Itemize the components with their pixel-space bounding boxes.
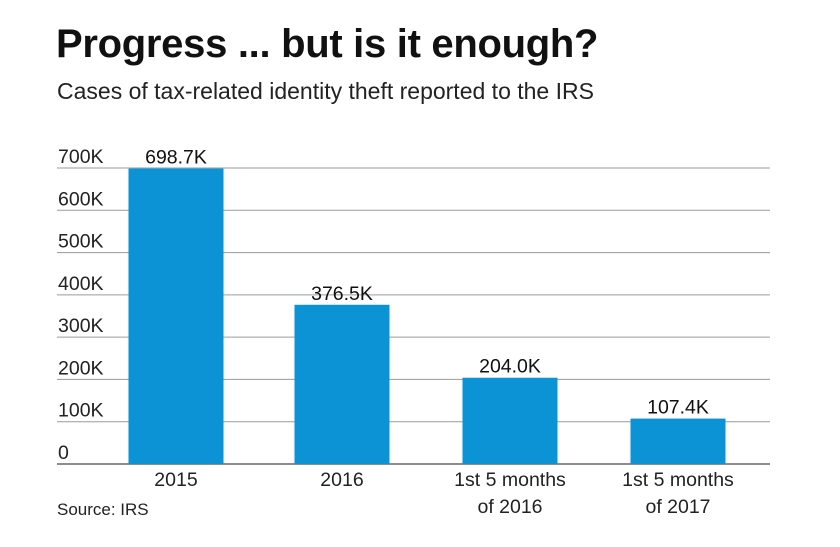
chart-title: Progress ... but is it enough? — [56, 22, 599, 66]
x-axis-categories: 2015 2016 1st 5 months of 2016 1st 5 months o… — [154, 469, 734, 518]
y-tick-label: 500K — [58, 231, 104, 253]
x-tick-label: of 2016 — [477, 496, 542, 518]
data-label: 107.4K — [647, 397, 709, 419]
x-tick-label: of 2017 — [645, 496, 710, 518]
x-tick-label: 1st 5 months — [454, 469, 566, 491]
bar — [294, 304, 390, 464]
y-tick-label: 200K — [58, 357, 104, 379]
x-tick-label: 2015 — [154, 469, 198, 491]
value-labels: 698.7K 376.5K 204.0K 107.4K — [145, 147, 709, 419]
y-tick-label: 600K — [58, 188, 104, 210]
y-tick-label: 300K — [58, 315, 104, 337]
y-tick-label: 700K — [58, 146, 104, 168]
bar — [462, 377, 558, 464]
bar — [128, 168, 224, 464]
source-note: Source: IRS — [57, 500, 149, 519]
y-tick-label: 100K — [58, 400, 104, 422]
y-tick-label: 0 — [58, 442, 69, 464]
x-tick-label: 1st 5 months — [622, 469, 734, 491]
x-tick-label: 2016 — [320, 469, 363, 491]
chart-subtitle: Cases of tax-related identity theft repo… — [57, 78, 594, 104]
bars — [128, 168, 726, 464]
y-tick-label: 400K — [58, 273, 104, 295]
data-label: 376.5K — [311, 283, 373, 305]
y-axis-ticks: 0 100K 200K 300K 400K 500K 600K 700K — [58, 146, 104, 464]
data-label: 204.0K — [479, 356, 541, 378]
bar — [630, 418, 726, 464]
data-label: 698.7K — [145, 147, 207, 169]
